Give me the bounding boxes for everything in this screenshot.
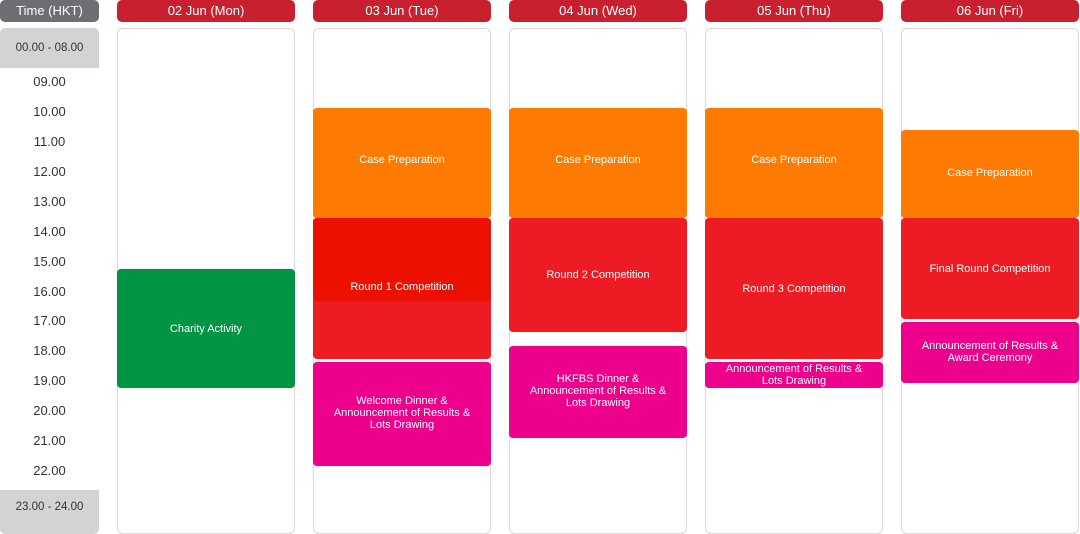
time-slot: 13.00 [33,194,66,209]
event-label-line: Announcement of Results & [529,385,667,397]
time-slot: 18.00 [33,343,66,358]
time-column-header: Time (HKT) [0,0,99,22]
event-case-preparation-tue[interactable]: Case Preparation [313,108,491,218]
event-welcome-dinner[interactable]: Welcome Dinner & Announcement of Results… [313,362,491,466]
event-announcement-fri[interactable]: Announcement of Results & Award Ceremony [901,322,1079,383]
event-label: Round 1 Competition [350,281,454,293]
event-label-line: Announcement of Results & [921,340,1059,352]
time-slot: 10.00 [33,104,66,119]
event-label: Charity Activity [169,322,243,335]
time-slot: 20.00 [33,403,66,418]
event-label-line: Welcome Dinner & [356,395,448,407]
time-slot: 19.00 [33,373,66,388]
event-label: Case Preparation [555,154,641,166]
time-slot: 12.00 [33,164,66,179]
event-round-2-competition[interactable]: Round 2 Competition [509,218,687,332]
time-slot: 11.00 [33,134,66,149]
day-header-wed: 04 Jun (Wed) [509,0,687,22]
event-label: Case Preparation [751,154,837,166]
event-label-line: HKFBS Dinner & [556,373,640,385]
event-round-1-competition[interactable]: Round 1 Competition [313,218,491,301]
event-label: Case Preparation [947,167,1033,179]
time-slot: 14.00 [33,224,66,239]
event-case-preparation-wed[interactable]: Case Preparation [509,108,687,218]
event-final-round-competition[interactable]: Final Round Competition [901,218,1079,319]
event-label: Final Round Competition [929,263,1051,275]
time-slot: 16.00 [33,284,66,299]
day-header-tue: 03 Jun (Tue) [313,0,491,22]
event-announcement-thu[interactable]: Announcement of Results & Lots Drawing [705,362,883,388]
event-label-line: Lots Drawing [369,419,435,431]
time-slot: 17.00 [33,313,66,328]
event-round-3-competition[interactable]: Round 3 Competition [705,218,883,359]
event-label-line: Lots Drawing [565,397,631,409]
time-slot: 22.00 [33,463,66,478]
day-header-mon: 02 Jun (Mon) [117,0,295,22]
event-label: Case Preparation [359,154,445,166]
event-label: Round 3 Competition [742,282,846,295]
event-label-line: Announcement of Results & [725,363,863,375]
event-case-preparation-thu[interactable]: Case Preparation [705,108,883,218]
time-slot: 23.00 - 24.00 [0,490,99,534]
event-case-preparation-fri[interactable]: Case Preparation [901,130,1079,218]
event-label: Round 2 Competition [546,269,650,281]
event-hkfbs-dinner[interactable]: HKFBS Dinner & Announcement of Results &… [509,346,687,438]
time-slot: 09.00 [33,74,66,89]
day-header-thu: 05 Jun (Thu) [705,0,883,22]
time-slot: 21.00 [33,433,66,448]
day-header-fri: 06 Jun (Fri) [901,0,1079,22]
time-slot: 00.00 - 08.00 [0,28,99,68]
time-slot: 15.00 [33,254,66,269]
time-column: 00.00 - 08.00 09.00 10.00 11.00 12.00 13… [0,28,99,534]
event-label-line: Announcement of Results & [333,407,471,419]
event-label-line: Award Ceremony [947,352,1033,364]
event-charity-activity[interactable]: Charity Activity [117,269,295,388]
event-label-line: Lots Drawing [761,375,827,387]
